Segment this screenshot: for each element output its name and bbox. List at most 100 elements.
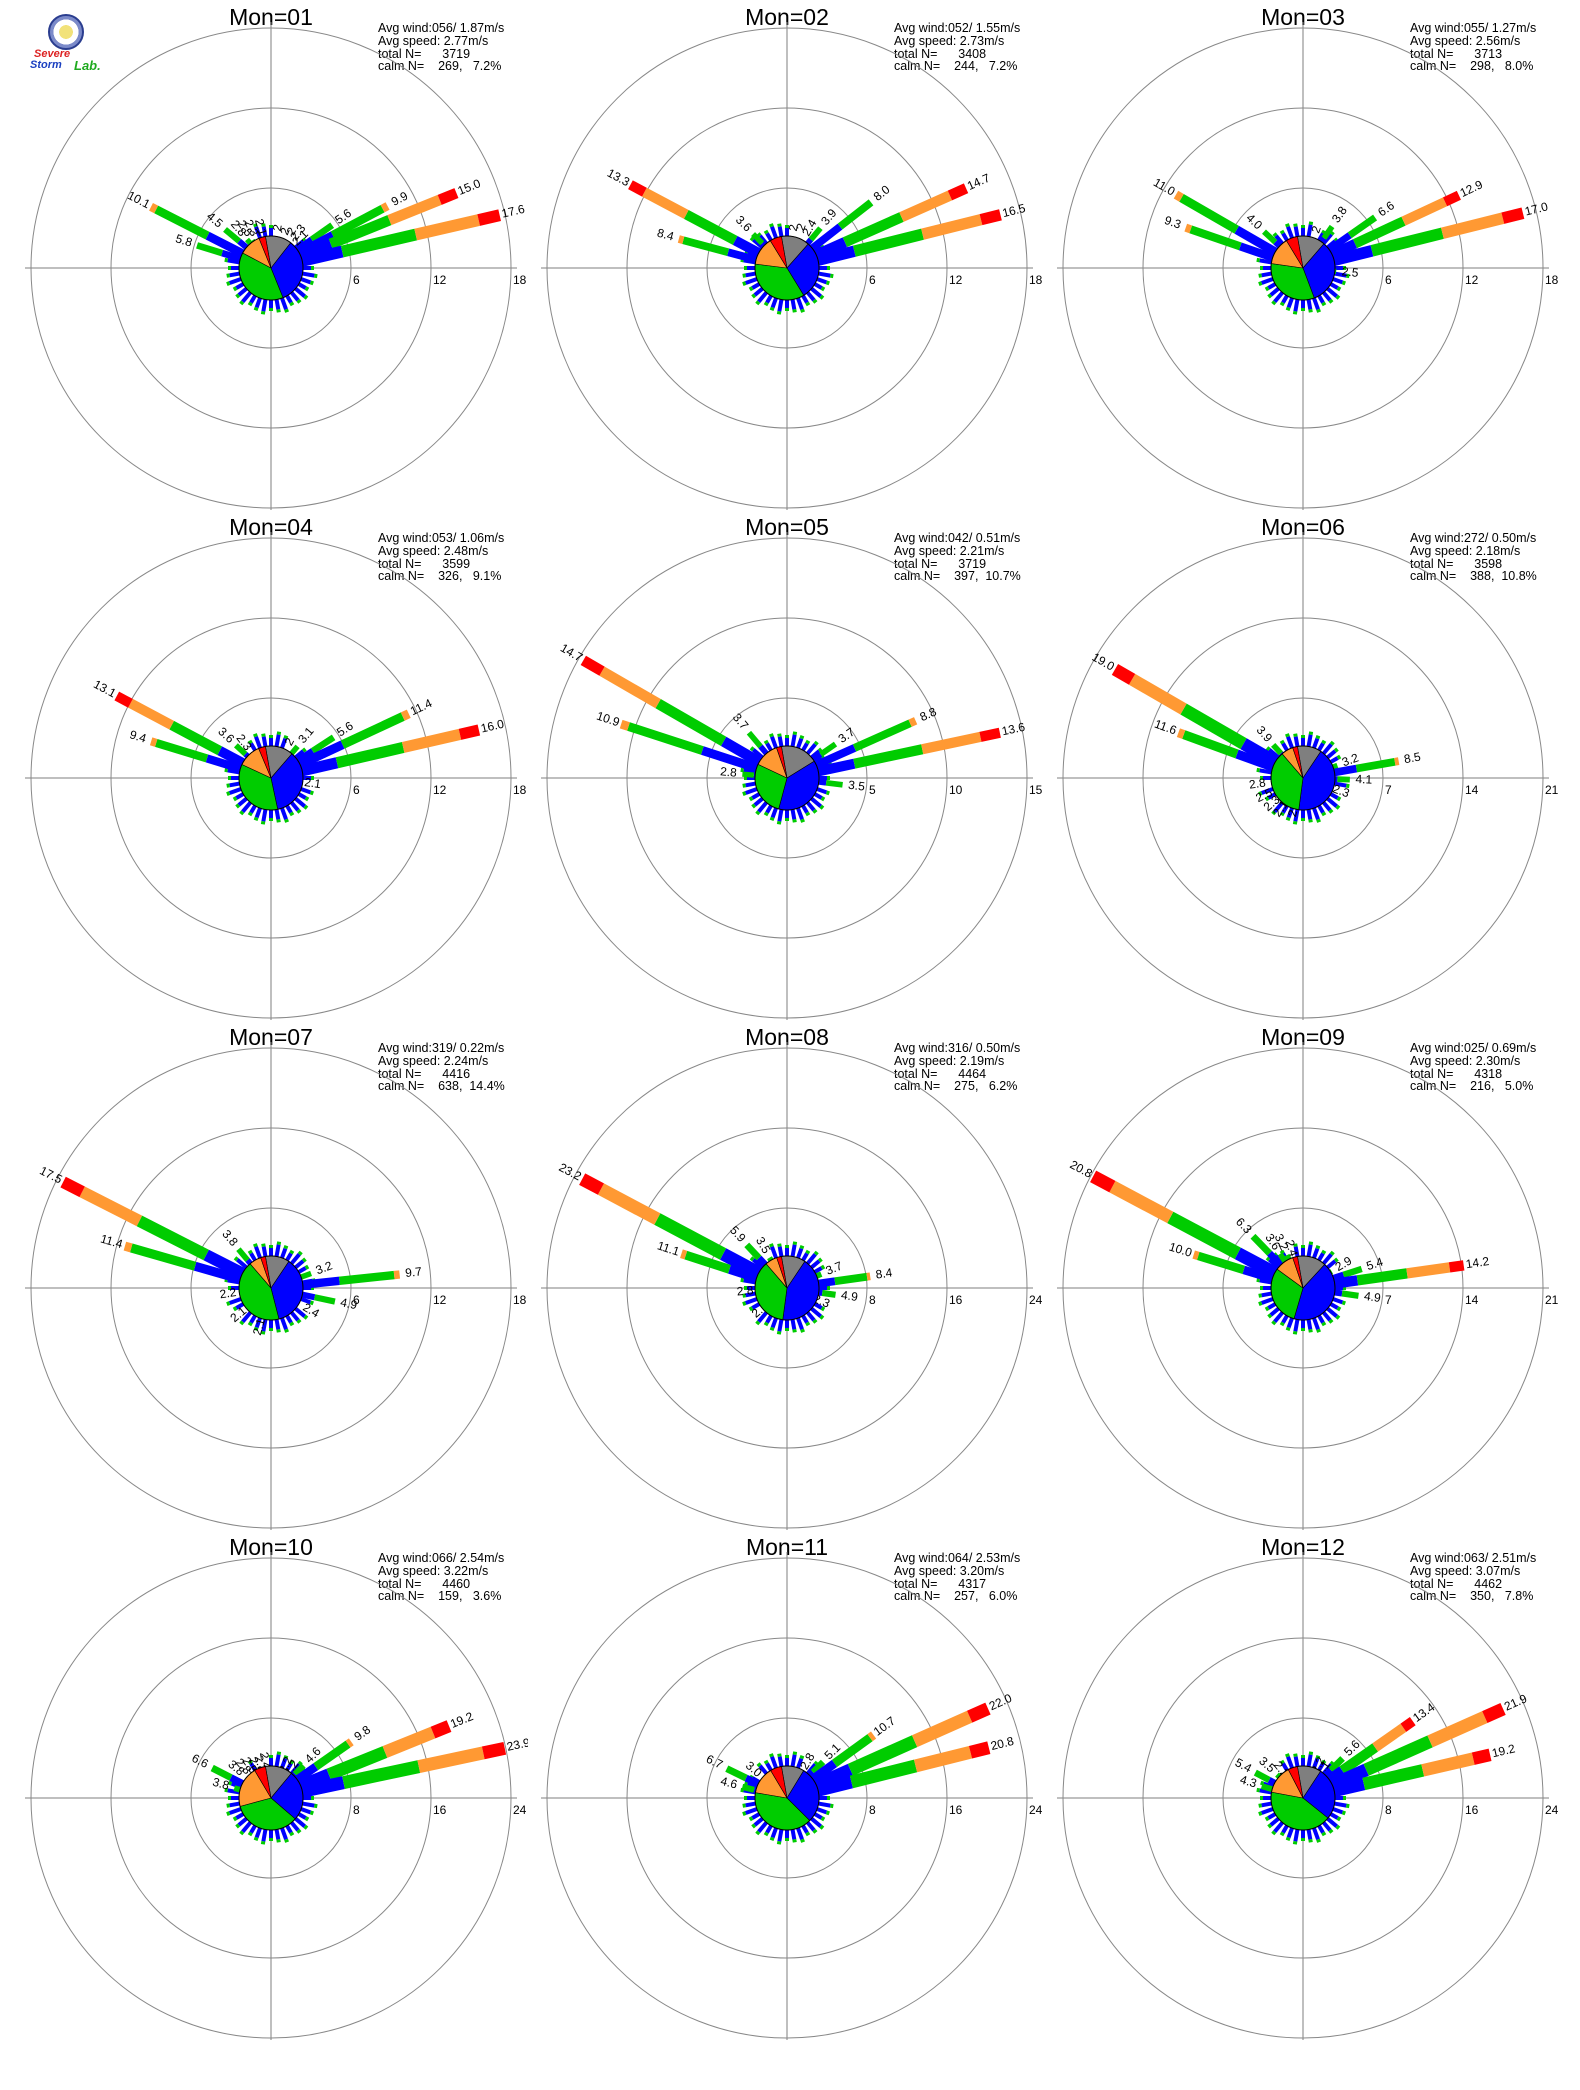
wind-bar bbox=[274, 1754, 281, 1767]
wind-bar-tip bbox=[805, 811, 811, 817]
wind-bar bbox=[1306, 1319, 1313, 1330]
ring-label: 7 bbox=[1385, 1293, 1392, 1307]
range-ring bbox=[1142, 107, 1464, 429]
bar-value-label: 2.5 bbox=[1341, 264, 1359, 280]
wind-bar-segment bbox=[1471, 1748, 1492, 1765]
bar-value-label: 14.7 bbox=[965, 171, 992, 193]
wind-bar-tip bbox=[296, 1828, 302, 1834]
wind-bar-tip bbox=[812, 298, 818, 304]
wind-bar-tip bbox=[289, 301, 295, 307]
wind-bar-segment bbox=[196, 242, 224, 257]
wind-bar-segment bbox=[979, 209, 1002, 226]
bar-value-label: 3.6 bbox=[215, 724, 237, 746]
panel-stats: Avg wind:064/ 2.53m/s Avg speed: 3.20m/s t… bbox=[894, 1552, 1020, 1603]
range-ring bbox=[1142, 617, 1464, 939]
wind-bar-tip bbox=[1279, 1759, 1285, 1765]
wind-bar-tip bbox=[829, 273, 834, 279]
wind-bar bbox=[1312, 1247, 1320, 1259]
wind-bar-segment bbox=[330, 204, 385, 239]
bar-value-label: 3.7 bbox=[836, 725, 858, 746]
wind-bar-segment bbox=[1128, 673, 1187, 715]
wind-bar-tip bbox=[1293, 733, 1298, 737]
wind-bar-segment bbox=[342, 1760, 421, 1789]
wind-bar bbox=[1281, 1762, 1289, 1772]
wind-bar bbox=[1312, 1757, 1320, 1769]
bar-value-label: 16.0 bbox=[479, 717, 505, 736]
stats-calm: calm N= 298, 8.0% bbox=[1410, 59, 1534, 74]
panel-stats: Avg wind:053/ 1.06m/s Avg speed: 2.48m/s t… bbox=[378, 532, 504, 583]
wind-bar bbox=[1306, 299, 1313, 310]
ring-label: 12 bbox=[433, 783, 447, 797]
bar-value-label: 5.9 bbox=[727, 1223, 749, 1245]
bar-value-label: 17.6 bbox=[500, 202, 526, 221]
ring-label: 24 bbox=[1545, 1803, 1559, 1817]
ring-label: 18 bbox=[1029, 273, 1043, 287]
wind-bar-tip bbox=[1292, 1840, 1298, 1845]
panel-stats: Avg wind:052/ 1.55m/s Avg speed: 2.73m/s t… bbox=[894, 22, 1020, 73]
wind-bar bbox=[237, 797, 248, 807]
wind-bar-segment bbox=[1362, 1764, 1425, 1791]
wind-bar-tip bbox=[1279, 811, 1285, 817]
wind-bar bbox=[770, 807, 778, 819]
wind-bar bbox=[806, 1821, 816, 1832]
wind-bar-tip bbox=[763, 1831, 769, 1837]
ring-label: 8 bbox=[869, 1293, 876, 1307]
wind-rose-panel: Mon=01 Avg wind:056/ 1.87m/s Avg speed: 2.… bbox=[14, 0, 528, 510]
bar-value-label: 6.3 bbox=[1233, 1215, 1255, 1237]
wind-bar bbox=[1286, 297, 1294, 309]
wind-bar-segment bbox=[310, 734, 336, 754]
wind-bar-tip bbox=[226, 1301, 231, 1306]
range-ring bbox=[190, 187, 352, 349]
wind-bar bbox=[770, 1827, 778, 1839]
wind-bar-tip bbox=[792, 731, 798, 736]
wind-bar-segment bbox=[313, 1294, 336, 1305]
wind-bar-segment bbox=[414, 214, 480, 241]
stats-avg-speed: Avg speed: 3.22m/s bbox=[378, 1563, 489, 1578]
wind-bar bbox=[227, 768, 240, 775]
ring-label: 6 bbox=[353, 783, 360, 797]
wind-bar bbox=[249, 1314, 257, 1324]
calm-pie-outline bbox=[754, 235, 820, 301]
wind-bar-segment bbox=[819, 741, 838, 757]
wind-bar-tip bbox=[1315, 1245, 1321, 1250]
wind-bar bbox=[285, 294, 293, 304]
wind-bar bbox=[746, 1781, 758, 1789]
ring-label: 14 bbox=[1465, 783, 1479, 797]
wind-bar-segment bbox=[741, 1783, 755, 1793]
wind-bar-tip bbox=[313, 273, 318, 279]
wind-bar-tip bbox=[769, 306, 775, 311]
wind-bar bbox=[1281, 1314, 1289, 1324]
wind-bar bbox=[1317, 294, 1325, 304]
wind-bar bbox=[274, 299, 281, 310]
wind-bar-segment bbox=[149, 203, 159, 214]
wind-bar bbox=[1322, 801, 1332, 812]
range-ring bbox=[30, 537, 512, 1019]
wind-bar bbox=[753, 1817, 764, 1827]
wind-bar bbox=[1268, 1258, 1280, 1269]
wind-bar bbox=[1334, 781, 1347, 788]
bar-value-label: 2 bbox=[277, 225, 293, 237]
wind-bar-tip bbox=[1308, 819, 1313, 823]
wind-bar-tip bbox=[1256, 767, 1261, 773]
wind-bar-segment bbox=[1250, 1233, 1272, 1256]
wind-bar bbox=[241, 801, 252, 813]
wind-bar-segment bbox=[1427, 1711, 1488, 1748]
wind-bar-tip bbox=[1279, 1321, 1285, 1327]
wind-bar-tip bbox=[261, 733, 266, 737]
wind-bar-tip bbox=[817, 747, 823, 753]
wind-bar-tip bbox=[224, 1277, 229, 1283]
wind-bar bbox=[801, 1252, 809, 1262]
wind-bar bbox=[235, 792, 245, 800]
range-ring bbox=[1062, 1557, 1544, 2039]
wind-bar-tip bbox=[1272, 232, 1278, 238]
wind-bar-tip bbox=[1264, 1306, 1270, 1312]
wind-bar-segment bbox=[628, 180, 647, 197]
wind-bar-segment bbox=[680, 1249, 688, 1260]
wind-bar bbox=[1293, 736, 1300, 747]
wind-bar bbox=[300, 1807, 312, 1815]
wind-bar bbox=[1317, 804, 1325, 814]
stats-avg-speed: Avg speed: 2.18m/s bbox=[1410, 543, 1521, 558]
seal-logo-icon bbox=[48, 14, 84, 50]
wind-bar-segment bbox=[751, 232, 765, 246]
